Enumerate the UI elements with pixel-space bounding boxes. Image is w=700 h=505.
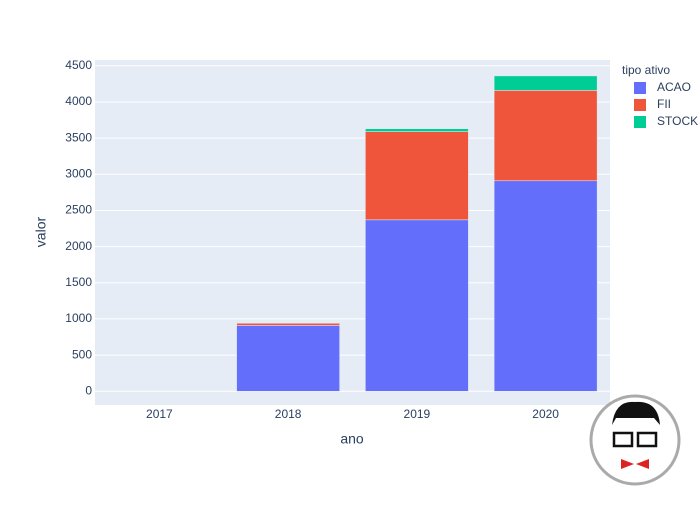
x-tick-label: 2019 xyxy=(404,407,431,421)
y-tick-label: 1500 xyxy=(65,275,92,289)
bar-segment xyxy=(365,128,469,132)
bar-segment xyxy=(236,325,340,392)
y-tick-label: 2500 xyxy=(65,203,92,217)
bar-segment xyxy=(493,90,598,182)
y-tick-label: 4000 xyxy=(65,94,92,108)
y-tick-label: 3500 xyxy=(65,130,92,144)
y-tick-label: 1000 xyxy=(65,311,92,325)
bar-segment xyxy=(365,131,469,221)
legend-swatch xyxy=(634,99,646,111)
bar-segment xyxy=(236,323,340,326)
y-tick-label: 4500 xyxy=(65,58,92,72)
legend-label: ACAO xyxy=(657,80,691,94)
x-tick-label: 2018 xyxy=(275,407,302,421)
x-axis-title: ano xyxy=(340,431,364,447)
y-tick-label: 500 xyxy=(72,347,92,361)
y-tick-label: 3000 xyxy=(65,166,92,180)
legend-label: FII xyxy=(657,97,671,111)
y-tick-label: 2000 xyxy=(65,239,92,253)
legend-swatch xyxy=(634,116,646,128)
legend-swatch xyxy=(634,82,646,94)
y-axis-title: valor xyxy=(33,216,49,247)
logo xyxy=(589,394,681,486)
legend-label: STOCK xyxy=(657,114,698,128)
x-tick-label: 2017 xyxy=(146,407,173,421)
bar-segment xyxy=(493,180,598,392)
bar-segment xyxy=(493,75,598,91)
bar-segment xyxy=(365,219,469,392)
y-tick-label: 0 xyxy=(85,383,92,397)
x-tick-label: 2020 xyxy=(532,407,559,421)
legend-title: tipo ativo xyxy=(622,63,670,77)
